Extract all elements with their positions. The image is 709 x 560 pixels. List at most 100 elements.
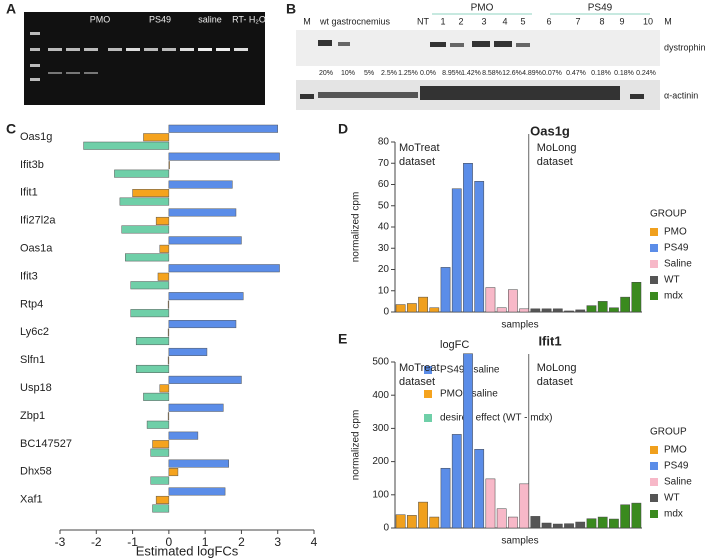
y-tick-label: 0 xyxy=(383,523,389,534)
legend-label: desired effect (WT - mdx) xyxy=(440,413,552,424)
bar xyxy=(135,364,170,373)
y-tick-label: 60 xyxy=(378,179,390,190)
bar xyxy=(152,440,170,449)
lane-label: saline xyxy=(198,14,222,24)
bar xyxy=(508,516,518,529)
lane-label: 1 xyxy=(440,16,445,26)
bar xyxy=(541,522,552,529)
legend-swatch xyxy=(650,510,658,518)
bar xyxy=(631,502,642,529)
lane-label: NT xyxy=(417,16,429,26)
legend-label: mdx xyxy=(664,509,683,520)
bar xyxy=(119,197,170,206)
legend-swatch xyxy=(424,414,432,422)
lane-label: 6 xyxy=(546,16,551,26)
y-tick-label: 0 xyxy=(383,307,389,318)
legend-swatch xyxy=(424,366,432,374)
bar xyxy=(564,523,574,529)
bar xyxy=(552,523,563,529)
bar xyxy=(167,328,170,337)
bar xyxy=(168,208,237,217)
group-label: PMO xyxy=(471,3,494,14)
category-label: Zbp1 xyxy=(20,410,45,422)
legend-swatch xyxy=(650,462,658,470)
y-axis-label: normalized cpm xyxy=(351,410,362,481)
legend-swatch xyxy=(650,228,658,236)
bar xyxy=(168,320,237,329)
lane-label: 7 xyxy=(575,16,580,26)
bar xyxy=(451,434,462,529)
bar xyxy=(485,287,496,313)
x-tick-label: 1 xyxy=(202,535,209,549)
x-tick-label: 0 xyxy=(166,535,173,549)
x-axis-label: Estimated logFCs xyxy=(136,543,239,558)
bar xyxy=(167,300,170,309)
category-label: Ifit3 xyxy=(20,270,38,282)
x-tick-label: -3 xyxy=(55,535,66,549)
y-tick-label: 70 xyxy=(378,158,390,169)
bar xyxy=(168,468,179,477)
category-label: Ifi27l2a xyxy=(20,215,56,227)
y-tick-label: 100 xyxy=(372,489,389,500)
category-label: Rtp4 xyxy=(20,298,43,310)
x-axis-label: samples xyxy=(501,536,538,547)
y-tick-label: 300 xyxy=(372,423,389,434)
bar xyxy=(135,337,170,346)
percentage: 10% xyxy=(341,70,355,77)
legend-label: PMO xyxy=(664,227,687,238)
bar xyxy=(130,309,170,318)
bar xyxy=(168,459,229,468)
category-label: Oas1a xyxy=(20,243,53,255)
percentage: 8.58% xyxy=(482,70,502,77)
bar xyxy=(130,281,170,290)
bar xyxy=(620,504,631,529)
bar xyxy=(83,141,170,150)
bar xyxy=(429,516,440,529)
percentage: 0.18% xyxy=(614,70,634,77)
panel-label: D xyxy=(338,121,348,137)
category-label: BC147527 xyxy=(20,438,72,450)
lane-label: 8 xyxy=(599,16,604,26)
lane-label: 4 xyxy=(502,16,507,26)
percentage: 20% xyxy=(319,70,333,77)
lane-label: M xyxy=(664,16,672,26)
bar xyxy=(496,307,507,313)
category-label: Ifit1 xyxy=(20,187,38,199)
bar xyxy=(496,508,507,529)
lane-label: RT- H₂O xyxy=(232,14,266,24)
bar xyxy=(609,518,619,529)
y-tick-label: 500 xyxy=(372,357,389,368)
percentage: 0.0% xyxy=(420,70,436,77)
bar xyxy=(125,253,170,262)
bar xyxy=(575,309,586,313)
x-tick-label: 3 xyxy=(274,535,281,549)
percentage: 4.89% xyxy=(522,70,542,77)
bar xyxy=(168,403,224,412)
bar xyxy=(167,356,170,365)
x-axis-label: samples xyxy=(501,320,538,331)
legend-label: Saline xyxy=(664,477,692,488)
category-label: Oas1g xyxy=(20,131,52,143)
lane-label: 3 xyxy=(481,16,486,26)
bar xyxy=(150,448,170,457)
bar xyxy=(168,124,278,133)
category-label: Slfn1 xyxy=(20,354,45,366)
percentage: 5% xyxy=(364,70,374,77)
y-tick-label: 40 xyxy=(378,222,390,233)
bar xyxy=(508,289,518,313)
legend-swatch xyxy=(650,494,658,502)
bar xyxy=(541,308,552,313)
band-label: α-actinin xyxy=(664,90,698,100)
bar xyxy=(159,244,170,253)
legend-label: PS49 xyxy=(664,243,689,254)
bar xyxy=(168,264,280,273)
bar xyxy=(157,272,170,281)
bar xyxy=(631,282,642,313)
bar xyxy=(440,467,451,529)
annotation: MoTreat xyxy=(399,362,440,374)
percentage: 12.6% xyxy=(502,70,522,77)
legend-label: WT xyxy=(664,493,680,504)
bar xyxy=(168,152,280,161)
y-tick-label: 20 xyxy=(378,264,390,275)
lane-label: 10 xyxy=(643,16,653,26)
